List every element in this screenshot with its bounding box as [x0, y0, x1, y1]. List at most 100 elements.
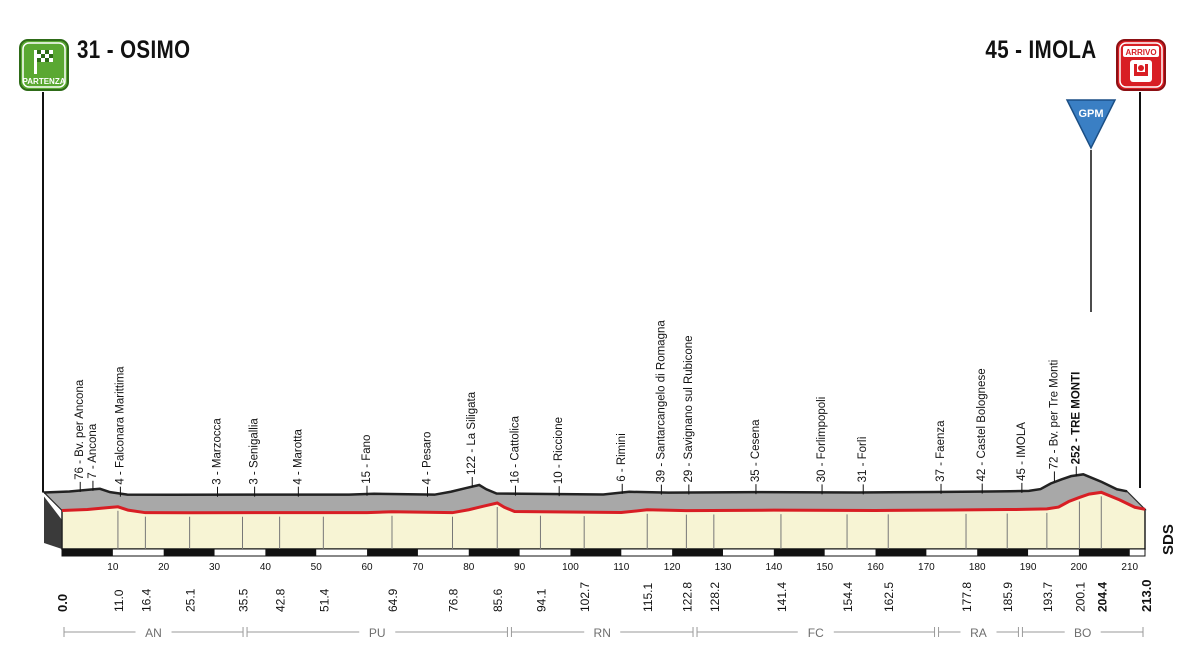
province-label-bg	[135, 625, 172, 639]
km-tick-label: 200	[1071, 562, 1088, 573]
waypoint-km-label: 64.9	[386, 588, 400, 612]
km-scale-segment	[672, 549, 723, 556]
waypoint-km-label: 128.2	[708, 582, 722, 612]
waypoint-label: 39 - Santarcangelo di Romagna	[655, 320, 667, 483]
waypoint-label: 3 - Senigallia	[249, 418, 261, 485]
province-label: FC	[808, 626, 824, 640]
km-tick-label: 10	[107, 562, 119, 573]
profile-left-edge	[44, 496, 62, 549]
waypoint-km-label: 122.8	[680, 582, 694, 612]
km-scale-segment	[163, 549, 215, 556]
km-scale-segment	[875, 549, 927, 556]
waypoint-km-label: 11.0	[112, 589, 126, 612]
waypoint-km-label: 51.4	[317, 588, 331, 612]
km-scale-segment	[468, 549, 520, 556]
waypoint-label: 4 - Marotta	[292, 428, 304, 484]
waypoint-label: 252 - TRE MONTI	[1070, 372, 1082, 465]
waypoint-label: 4 - Falconara Marittima	[114, 366, 126, 485]
distance-start-label: 0.0	[55, 594, 70, 612]
km-tick-label: 110	[613, 562, 629, 573]
waypoint-km-label: 76.8	[446, 588, 460, 612]
waypoint-label: 45 - IMOLA	[1016, 422, 1028, 481]
sds-label: SDS	[1160, 524, 1177, 555]
km-tick-label: 180	[969, 562, 986, 573]
km-tick-label: 120	[664, 562, 681, 573]
waypoint-label: 3 - Marzocca	[212, 418, 224, 485]
waypoint-label: 4 - Pesaro	[421, 432, 433, 485]
waypoint-km-label: 42.8	[274, 588, 288, 612]
km-tick-label: 60	[362, 562, 374, 573]
km-tick-label: 30	[209, 562, 221, 573]
km-tick-label: 50	[311, 562, 323, 573]
province-label: PU	[369, 626, 386, 640]
km-scale-segment	[773, 549, 825, 556]
km-tick-label: 150	[816, 562, 833, 573]
waypoint-km-label: 94.1	[534, 588, 548, 612]
road-line	[61, 490, 1146, 515]
province-label: RN	[594, 626, 611, 640]
waypoint-km-label: 85.6	[491, 588, 505, 612]
km-scale-segment	[265, 549, 317, 556]
waypoint-km-label: 200.1	[1073, 582, 1087, 612]
province-label: AN	[145, 626, 162, 640]
waypoint-km-label: 154.4	[841, 582, 855, 612]
waypoint-km-label: 16.4	[139, 588, 153, 612]
waypoint-label: 10 - Riccione	[553, 417, 565, 484]
province-label: BO	[1074, 626, 1091, 640]
waypoint-label: 42 - Castel Bolognese	[976, 368, 988, 481]
waypoint-label: 16 - Cattolica	[509, 415, 521, 483]
waypoint-label: 30 - Forlimpopoli	[816, 397, 828, 483]
waypoint-km-label: 193.7	[1041, 582, 1055, 612]
waypoint-km-label: 35.5	[237, 588, 251, 612]
km-tick-label: 170	[918, 562, 935, 573]
km-scale-segment	[570, 549, 622, 556]
km-tick-label: 40	[260, 562, 272, 573]
start-badge-label: PARTENZA	[23, 77, 66, 86]
waypoint-km-label: 115.1	[641, 583, 655, 612]
finish-badge: ARRIVO	[1116, 39, 1166, 91]
km-tick-label: 160	[867, 562, 884, 573]
waypoint-km-label: 162.5	[882, 582, 896, 612]
waypoint-km-label: 102.7	[578, 582, 592, 612]
start-badge: PARTENZA	[19, 39, 69, 91]
waypoint-label: 6 - Rimini	[616, 433, 628, 482]
km-scale-segment	[62, 549, 113, 556]
km-tick-label: 80	[463, 562, 475, 573]
province-label-bg	[1064, 625, 1101, 639]
km-tick-label: 100	[562, 562, 579, 573]
province-label: RA	[970, 626, 987, 640]
waypoint-label: 35 - Cesena	[750, 419, 762, 482]
province-label-bg	[797, 625, 834, 639]
finish-title: 45 - IMOLA	[985, 36, 1097, 64]
finish-badge-label: ARRIVO	[1125, 48, 1156, 57]
km-tick-label: 20	[158, 562, 170, 573]
waypoint-label: 29 - Savignano sul Rubicone	[683, 335, 695, 482]
waypoint-label: 37 - Faenza	[935, 420, 947, 482]
km-tick-label: 140	[765, 562, 782, 573]
waypoint-label: 72 - Bv. per Tre Monti	[1048, 360, 1060, 470]
waypoint-label: 7 - Ancona	[87, 423, 99, 479]
finish-arrivo-icon	[1130, 60, 1152, 82]
waypoint-km-label: 204.4	[1095, 582, 1109, 612]
km-tick-label: 190	[1020, 562, 1037, 573]
km-scale-segment	[977, 549, 1029, 556]
province-label-bg	[359, 625, 396, 639]
waypoint-km-label: 141.4	[775, 582, 789, 612]
km-tick-label: 130	[715, 562, 732, 573]
waypoint-label: 15 - Fano	[361, 435, 373, 484]
waypoint-km-label: 185.9	[1001, 582, 1015, 612]
distance-end-label: 213.0	[1139, 579, 1154, 612]
km-scale-segment	[1078, 549, 1130, 556]
province-label-bg	[960, 625, 997, 639]
km-tick-label: 210	[1121, 562, 1138, 573]
waypoint-km-label: 177.8	[960, 582, 974, 612]
km-tick-label: 90	[514, 562, 526, 573]
km-scale-segment	[367, 549, 418, 556]
start-flag-icon	[34, 50, 53, 74]
waypoint-km-label: 25.1	[184, 588, 198, 612]
km-tick-label: 70	[412, 562, 424, 573]
gpm-label: GPM	[1078, 108, 1103, 120]
gpm-marker: GPM	[1065, 99, 1117, 150]
start-title: 31 - OSIMO	[77, 36, 191, 64]
